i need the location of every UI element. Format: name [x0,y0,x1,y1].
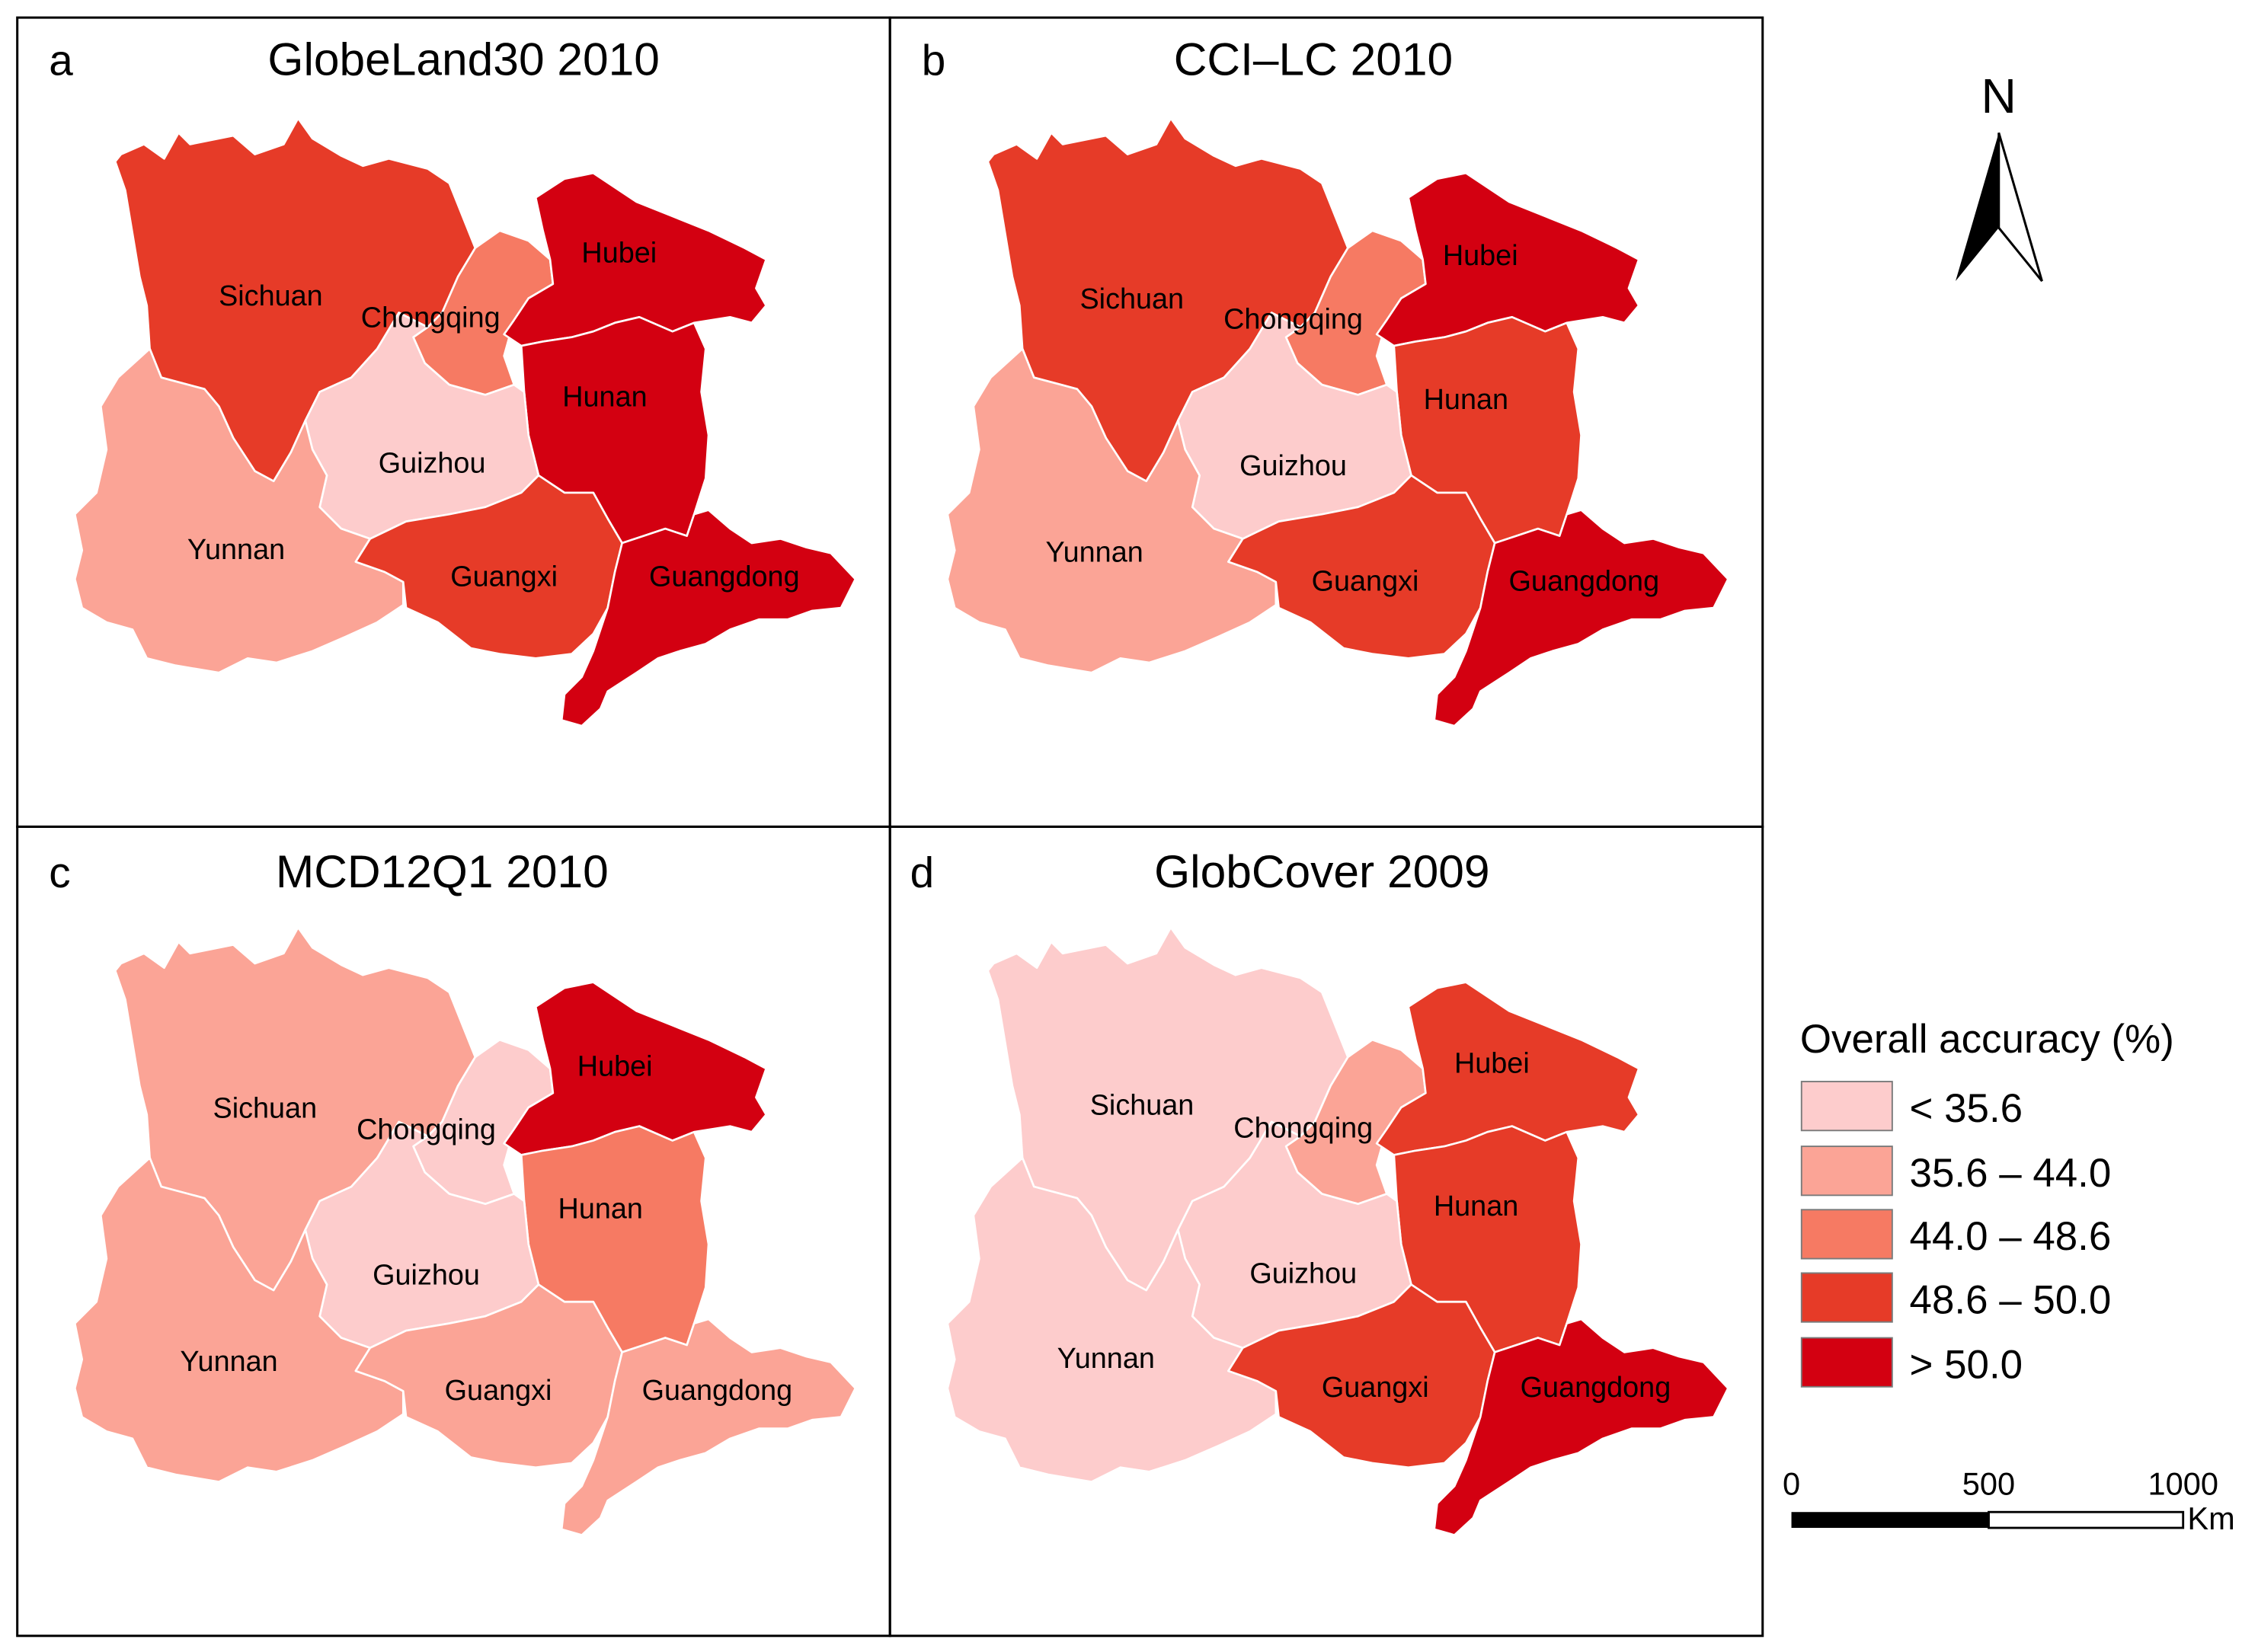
label-guangxi: Guangxi [445,1375,552,1407]
label-guangxi: Guangxi [1322,1372,1429,1404]
label-sichuan: Sichuan [213,1092,318,1124]
label-guangxi: Guangxi [1312,565,1419,597]
legend-item: 44.0 – 48.6 [1800,1209,2112,1260]
label-chongqing: Chongqing [1233,1113,1373,1145]
scale-tick-label: 0 [1783,1466,1800,1502]
label-hunan: Hunan [1424,384,1508,416]
label-hubei: Hubei [1443,240,1518,272]
map-panel-b: b CCI–LC 2010 Sichuan Chongqing Hubei Hu… [888,16,1764,828]
legend-label: 44.0 – 48.6 [1910,1214,2112,1259]
label-sichuan: Sichuan [1090,1090,1195,1122]
legend-swatch [1800,1337,1893,1388]
scale-bar: 0 500 1000 Km [1783,1466,2235,1536]
scale-tick-label: 1000 [2148,1466,2218,1502]
legend-label: 35.6 – 44.0 [1910,1151,2112,1196]
label-hubei: Hubei [1454,1048,1530,1080]
panel-letter: d [910,849,935,897]
legend-item: 35.6 – 44.0 [1800,1146,2112,1197]
legend-label: < 35.6 [1910,1086,2023,1131]
label-hubei: Hubei [581,237,657,269]
label-sichuan: Sichuan [1079,283,1184,315]
label-hubei: Hubei [577,1050,653,1082]
label-guangdong: Guangdong [1509,565,1660,597]
label-chongqing: Chongqing [1223,303,1363,335]
label-yunnan: Yunnan [1046,537,1143,569]
north-arrow-outline [1997,132,2043,282]
scale-bar-white-segment [1988,1510,2185,1529]
legend-swatch [1800,1146,1893,1197]
scale-tick-label: 500 [1962,1466,2015,1502]
label-guangxi: Guangxi [450,561,558,593]
legend-title: Overall accuracy (%) [1800,1017,2174,1062]
scale-bar-black-segment [1791,1512,1989,1529]
panel-title: GlobeLand30 2010 [267,34,659,85]
north-arrow: N [1956,69,2043,282]
legend-swatch [1800,1272,1893,1323]
label-chongqing: Chongqing [357,1114,496,1146]
map-panel-c: c MCD12Q1 2010 Sichuan Chongqing Hubei H… [16,825,891,1638]
panel-title: MCD12Q1 2010 [276,845,609,897]
legend-swatch [1800,1081,1893,1132]
legend-label: 48.6 – 50.0 [1910,1277,2112,1322]
legend-item: 48.6 – 50.0 [1800,1272,2112,1323]
label-guizhou: Guizhou [1239,450,1347,482]
label-yunnan: Yunnan [180,1346,277,1378]
panel-letter: a [49,37,73,85]
label-sichuan: Sichuan [219,280,323,312]
legend-item: < 35.6 [1800,1081,2023,1132]
label-guizhou: Guizhou [1249,1258,1357,1290]
scale-unit: Km [2187,1500,2234,1536]
north-arrow-icon [1956,133,1999,282]
panel-title: GlobCover 2009 [1154,845,1489,897]
label-chongqing: Chongqing [361,302,501,334]
legend-item: > 50.0 [1800,1337,2023,1388]
north-label: N [1981,69,2017,123]
panel-frame [888,825,1764,1638]
label-guizhou: Guizhou [379,447,486,479]
map-panel-d: d GlobCover 2009 Sichuan Chongqing Hubei… [888,825,1764,1638]
legend-label: > 50.0 [1910,1342,2023,1387]
label-guangdong: Guangdong [642,1375,793,1407]
label-hunan: Hunan [558,1193,643,1225]
label-guangdong: Guangdong [649,561,800,593]
panel-letter: b [922,37,946,85]
legend-swatch [1800,1209,1893,1260]
label-yunnan: Yunnan [1057,1343,1155,1375]
label-hunan: Hunan [562,381,647,413]
label-yunnan: Yunnan [187,534,285,566]
label-hunan: Hunan [1434,1190,1518,1222]
panel-title: CCI–LC 2010 [1174,34,1453,85]
panel-letter: c [49,849,70,897]
label-guangdong: Guangdong [1521,1372,1671,1404]
label-guizhou: Guizhou [373,1260,480,1292]
map-panel-a: a GlobeLand30 2010 Sichuan Chongqing Hub… [16,16,891,828]
legend: Overall accuracy (%) < 35.6 35.6 – 44.0 … [1800,1017,2174,1388]
